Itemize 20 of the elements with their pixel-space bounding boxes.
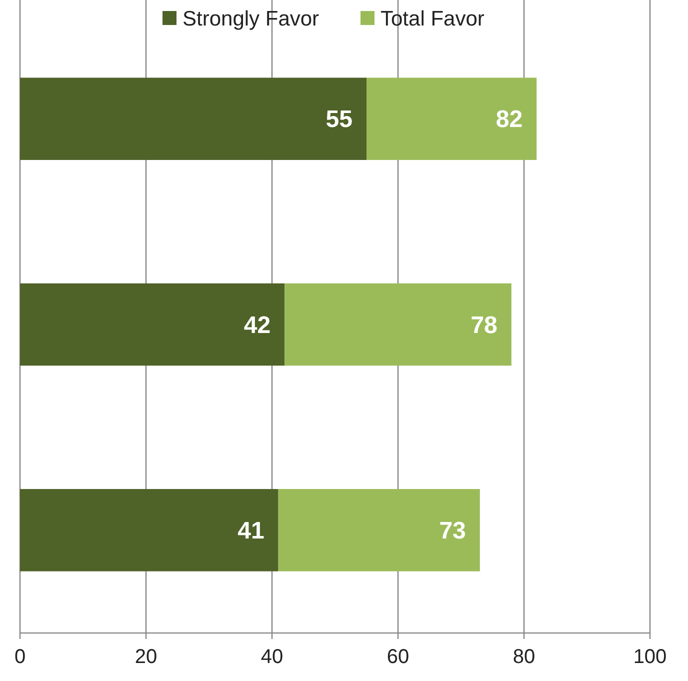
bar: [278, 489, 480, 572]
legend-label: Strongly Favor: [182, 7, 320, 30]
x-tick-label: 0: [14, 646, 26, 668]
total-label: 73: [439, 518, 466, 545]
bar: [20, 78, 366, 160]
x-tick-label: 40: [260, 646, 284, 668]
total-label: 78: [470, 312, 498, 339]
x-tick-label: 60: [386, 646, 410, 668]
bar: [20, 283, 285, 366]
total-label: 82: [496, 106, 523, 134]
x-tick-label: 100: [633, 646, 667, 668]
legend-label: Total Favor: [380, 7, 484, 30]
data-label: 55: [326, 106, 352, 134]
bar: [366, 78, 537, 160]
bar: [284, 283, 512, 366]
data-label: 41: [238, 518, 264, 545]
x-tick-label: 80: [512, 646, 536, 668]
bar: [20, 489, 278, 572]
x-tick-label: 20: [134, 646, 158, 668]
data-label: 42: [244, 312, 271, 339]
